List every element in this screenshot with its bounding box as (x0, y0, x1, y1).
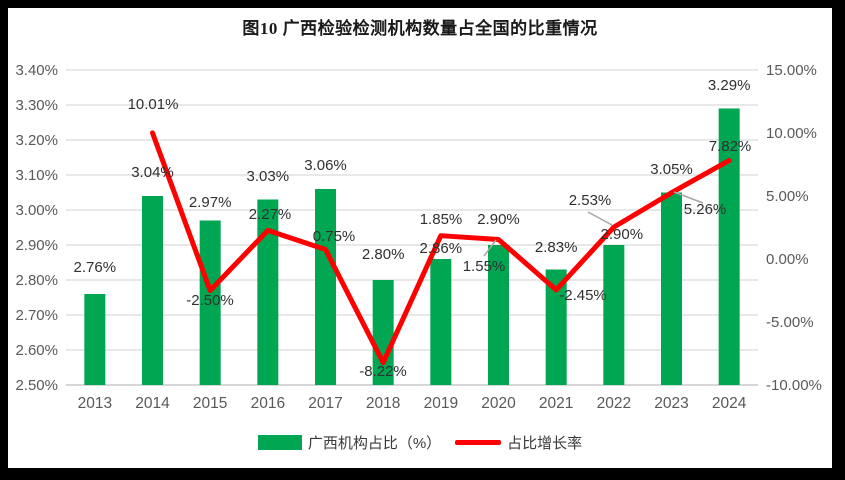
bar-data-label: 2.80% (362, 246, 405, 263)
line-data-label: 1.55% (463, 258, 506, 275)
line-data-label: -2.45% (559, 287, 607, 304)
left-axis-tick-label: 3.20% (15, 132, 58, 149)
line-data-label: 1.85% (420, 211, 463, 228)
line-data-label: 2.27% (249, 206, 292, 223)
chart-plot: 3.40% 3.30% 3.20% 3.10% 3.00% 2.90% 2.80% 2.70%… (15, 62, 822, 412)
bar-2014 (142, 196, 163, 385)
bar-2022 (603, 245, 625, 385)
left-axis-tick-label: 3.10% (15, 167, 58, 184)
legend-item-line-series: 占比增长率 (455, 432, 582, 453)
bar-2015 (199, 220, 221, 385)
left-axis-tick-label: 2.90% (15, 237, 58, 254)
label-leader-line (587, 211, 613, 226)
bar-2017 (315, 189, 336, 385)
line-data-label: -8.22% (359, 363, 407, 380)
x-axis-label: 2020 (481, 395, 516, 412)
left-axis-tick-label: 3.00% (15, 202, 58, 219)
left-axis-tick-label: 2.70% (15, 307, 58, 324)
right-axis-tick-label: -10.00% (766, 377, 822, 394)
bar-2023 (661, 192, 682, 385)
line-series-swatch-icon (455, 440, 502, 445)
bar-2013 (84, 294, 106, 385)
chart-legend: 广西机构占比（%） 占比增长率 (8, 432, 832, 453)
bar-data-label: 2.90% (477, 211, 520, 228)
chart-area: 图10 广西检验检测机构数量占全国的比重情况 3.40% 3.30% 3.20% 3.… (8, 8, 832, 468)
bar-2018 (372, 280, 394, 385)
bar-data-label: 3.05% (650, 161, 693, 178)
bar-data-label: 2.83% (535, 239, 578, 256)
line-data-label: -2.50% (186, 292, 234, 309)
growth-rate-line (150, 130, 732, 366)
bar-2019 (430, 259, 452, 385)
line-data-label: 5.26% (684, 201, 727, 218)
bar-2016 (257, 199, 279, 385)
legend-label: 广西机构占比（%） (307, 435, 442, 452)
legend-item-bar-series: 广西机构占比（%） (257, 432, 442, 453)
x-axis-label: 2019 (424, 395, 458, 412)
chart-title: 图10 广西检验检测机构数量占全国的比重情况 (242, 19, 598, 38)
bar-series-swatch-icon (257, 435, 302, 450)
x-axis-label: 2015 (193, 395, 227, 412)
bar-data-label: 3.06% (304, 157, 347, 174)
line-data-label: 10.01% (128, 96, 179, 113)
line-data-label: 2.53% (569, 192, 612, 209)
legend-label: 占比增长率 (507, 435, 583, 452)
x-axis-label: 2023 (654, 395, 688, 412)
bar-data-label: 2.97% (189, 194, 232, 211)
label-leader-line (673, 191, 704, 204)
bar-data-label: 2.76% (74, 259, 117, 276)
right-axis-tick-label: 15.00% (766, 62, 817, 79)
line-data-label: 0.75% (313, 228, 356, 245)
bar-2020 (488, 245, 509, 385)
bar-data-label: 3.04% (131, 164, 174, 181)
bar-2021 (545, 269, 567, 385)
left-axis-tick-label: 3.30% (15, 97, 58, 114)
x-axis-label: 2017 (308, 395, 342, 412)
x-axis-label: 2022 (597, 395, 631, 412)
line-data-label: 7.82% (709, 138, 752, 155)
left-axis-tick-label: 2.50% (15, 377, 58, 394)
bar-data-label: 3.03% (247, 168, 290, 185)
bar-data-label: 2.86% (420, 240, 463, 257)
left-axis-tick-label: 2.80% (15, 272, 58, 289)
bar-2024 (718, 108, 740, 385)
x-axis-label: 2016 (251, 395, 285, 412)
x-axis-label: 2018 (366, 395, 400, 412)
left-axis-tick-label: 3.40% (15, 62, 58, 79)
right-axis-tick-label: -5.00% (766, 314, 814, 331)
x-axis-label: 2021 (539, 395, 573, 412)
left-axis-tick-label: 2.60% (15, 342, 58, 359)
x-axis-label: 2013 (78, 395, 112, 412)
x-axis-label: 2024 (712, 395, 747, 412)
right-axis-tick-label: 10.00% (766, 125, 817, 142)
right-axis-tick-label: 5.00% (766, 188, 809, 205)
label-leader-line (483, 239, 497, 257)
bar-data-label: 2.90% (601, 226, 644, 243)
bar-data-label: 3.29% (708, 77, 751, 94)
right-axis-tick-label: 0.00% (766, 251, 809, 268)
x-axis-label: 2014 (135, 395, 170, 412)
